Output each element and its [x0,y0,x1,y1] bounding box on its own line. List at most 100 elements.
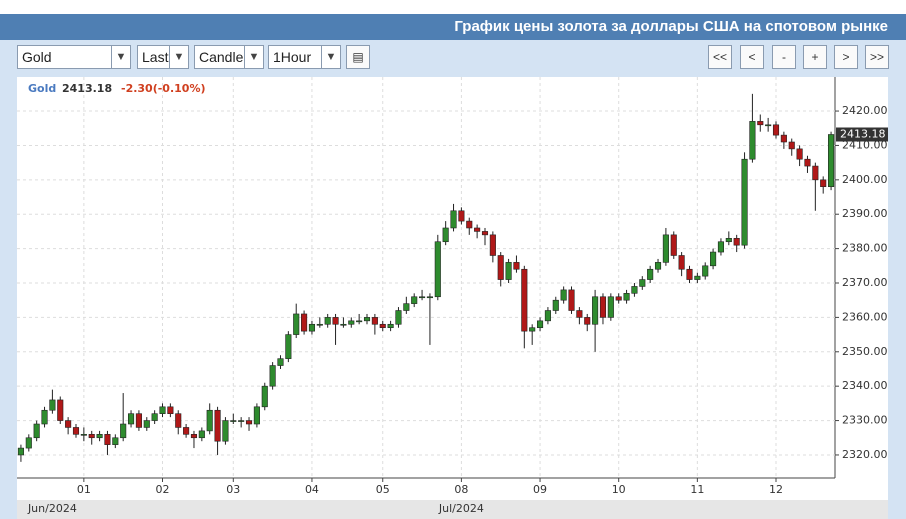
candle-body [135,413,142,428]
candle-body [316,323,323,326]
month-strip [17,500,888,519]
candle-body [458,210,465,222]
candle-body [167,406,174,414]
period: 1Hour [273,49,312,65]
candle-body [206,409,213,432]
candle-body [772,124,780,136]
x-tick-label: 03 [226,483,240,496]
candle-body [584,317,591,325]
settings-button[interactable]: ▤ [346,45,370,69]
candle-body [332,317,339,325]
candle-body [820,179,827,188]
candle-body [529,327,536,332]
candle-body [151,413,158,421]
x-tick-label: 09 [533,483,547,496]
candle-body [615,296,622,301]
candle-body [749,121,756,160]
candle-body [356,320,363,323]
candle-body [301,313,308,332]
nav-button[interactable]: - [772,45,796,69]
banner: График цены золота за доллары США на спо… [0,14,906,40]
candle-body [159,406,166,414]
last-price-tag [836,127,888,142]
candle-body [654,262,662,270]
candle-body [552,299,559,311]
candle-body [678,255,685,270]
dropdown-arrow: ▼ [244,46,263,68]
candle-body [269,365,276,387]
y-tick-label: 2330.00 [842,414,888,427]
dropdown-arrow: ▼ [111,46,130,68]
candle-body [143,420,150,428]
candle-body [662,234,669,263]
month-label: Jun/2024 [27,502,77,515]
nav-button[interactable]: >> [865,45,889,69]
candle-body [285,334,292,359]
candle-body [702,265,709,277]
y-tick-label: 2350.00 [842,345,888,358]
candle-body [379,323,386,329]
candle-body [741,158,748,246]
period-select[interactable]: 1Hour ▼ [268,45,341,69]
symbol: Gold [22,49,52,65]
candle-body [576,310,583,318]
legend-symbol: Gold [28,82,56,95]
candle-body [293,313,300,335]
candle-body [521,268,528,332]
candle-body [647,268,654,280]
candle-body [65,420,72,428]
y-tick-label: 2390.00 [842,207,888,220]
symbol-select[interactable]: Gold ▼ [17,45,131,69]
candle-body [804,158,811,167]
x-tick-label: 02 [156,483,170,496]
x-tick-label: 05 [376,483,390,496]
candle-body [765,124,772,127]
candle-body [340,323,347,326]
candle-body [104,434,111,445]
candle-body [599,296,607,318]
dropdown-arrow: ▼ [321,46,340,68]
candle-body [363,317,371,322]
candle-body [222,420,229,442]
field: Last [142,49,169,65]
candle-body [450,210,457,229]
candle-body [403,303,410,311]
nav-button[interactable]: + [803,45,827,69]
candle-body [536,320,544,329]
month-label: Jul/2024 [438,502,484,515]
candle-body [230,420,237,422]
candle-body [497,255,504,280]
candle-body [17,447,24,456]
y-tick-label: 2380.00 [842,242,888,255]
candle-body [631,286,638,294]
chart: Gold 2413.18 -2.30(-0.10%) 2320.00 2330.0… [17,77,888,519]
candle-body [434,241,441,298]
style-select[interactable]: Candle ▼ [194,45,264,69]
candle-body [733,237,740,246]
candle-body [49,399,56,411]
nav-button[interactable]: < [740,45,764,69]
y-tick-label: 2400.00 [842,173,888,186]
candle-body [710,251,717,267]
candle-body [812,165,819,181]
candle-body [568,289,575,311]
nav-button[interactable]: << [708,45,732,69]
dropdown-arrow: ▼ [169,46,188,68]
candle-body [788,141,795,150]
nav-button[interactable]: > [834,45,858,69]
x-tick-label: 04 [305,483,319,496]
candle-body [639,279,646,287]
y-tick-label: 2410.00 [842,138,888,151]
candle-body [308,323,316,332]
candle-body [686,268,693,280]
candle-body [426,296,433,299]
candle-body [717,241,725,253]
last-price-label: 2413.18 [840,128,886,141]
candle-body [513,262,520,270]
candle-body [623,293,630,301]
style: Candle [199,49,244,65]
field-select[interactable]: Last ▼ [137,45,189,69]
y-tick-label: 2420.00 [842,104,888,117]
candle-body [592,296,599,325]
candle-body [780,134,787,143]
